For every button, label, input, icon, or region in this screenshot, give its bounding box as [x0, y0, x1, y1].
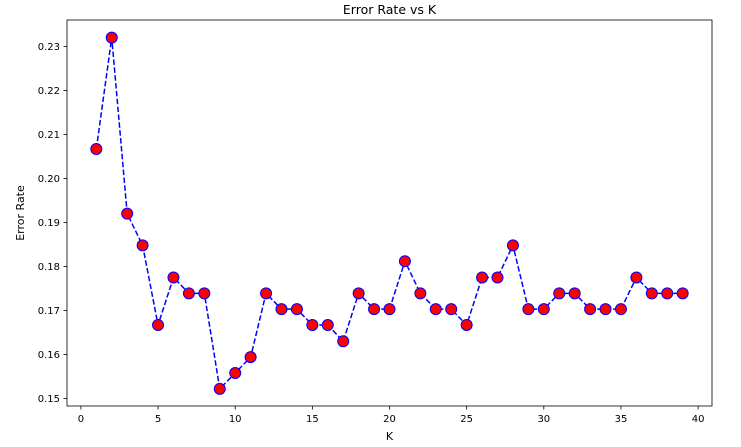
x-tick-label: 5 [155, 414, 161, 425]
data-point-k-22 [414, 287, 427, 300]
data-point-k-29 [522, 303, 535, 316]
data-point-k-35 [614, 303, 627, 316]
data-point-k-18 [352, 287, 365, 300]
x-axis-label: K [386, 430, 394, 443]
x-tick-label: 40 [692, 414, 705, 425]
data-point-k-8 [198, 287, 211, 300]
y-tick-label: 0.22 [38, 86, 60, 97]
plot-area [90, 31, 689, 395]
data-point-k-11 [244, 351, 257, 364]
data-point-k-1 [90, 142, 103, 155]
data-point-k-21 [398, 255, 411, 268]
data-point-k-10 [229, 366, 242, 379]
data-point-k-14 [290, 303, 303, 316]
data-point-k-32 [568, 287, 581, 300]
x-tick-label: 10 [229, 414, 242, 425]
y-tick-label: 0.21 [38, 130, 60, 141]
data-point-k-6 [167, 271, 180, 284]
y-axis: 0.15 0.16 0.17 0.18 0.19 0.20 0.21 0.22 0.23 [38, 42, 67, 405]
data-point-k-3 [121, 207, 134, 220]
y-tick-label: 0.16 [38, 350, 60, 361]
y-tick-label: 0.20 [38, 174, 60, 185]
y-tick-label: 0.19 [38, 218, 60, 229]
x-tick-label: 30 [537, 414, 550, 425]
chart-title: Error Rate vs K [343, 2, 437, 17]
data-point-k-16 [321, 319, 334, 332]
y-tick-label: 0.23 [38, 42, 60, 53]
data-point-k-30 [537, 303, 550, 316]
data-point-k-28 [506, 239, 519, 252]
data-point-k-34 [599, 303, 612, 316]
data-point-k-25 [460, 319, 473, 332]
data-point-k-15 [306, 319, 319, 332]
data-point-k-39 [676, 287, 689, 300]
data-point-k-27 [491, 271, 504, 284]
data-point-k-37 [645, 287, 658, 300]
x-tick-label: 15 [306, 414, 319, 425]
x-tick-label: 25 [460, 414, 473, 425]
data-point-k-36 [630, 271, 643, 284]
data-point-k-2 [105, 31, 118, 44]
data-point-k-24 [445, 303, 458, 316]
data-point-k-4 [136, 239, 149, 252]
data-point-k-38 [661, 287, 674, 300]
data-point-k-19 [368, 303, 381, 316]
x-tick-label: 20 [383, 414, 396, 425]
data-point-k-9 [213, 382, 226, 395]
data-point-k-12 [260, 287, 273, 300]
y-tick-label: 0.17 [38, 306, 60, 317]
data-point-k-20 [383, 303, 396, 316]
data-point-k-26 [476, 271, 489, 284]
data-point-k-33 [584, 303, 597, 316]
y-tick-label: 0.18 [38, 262, 60, 273]
data-point-k-13 [275, 303, 288, 316]
x-tick-label: 35 [615, 414, 628, 425]
data-point-k-5 [152, 319, 165, 332]
y-tick-label: 0.15 [38, 394, 60, 405]
x-axis: 0 5 10 15 20 25 30 35 40 [78, 406, 705, 425]
y-axis-label: Error Rate [14, 185, 27, 241]
data-point-k-31 [553, 287, 566, 300]
data-point-k-7 [182, 287, 195, 300]
data-point-k-23 [429, 303, 442, 316]
x-tick-label: 0 [78, 414, 84, 425]
data-point-k-17 [337, 335, 350, 348]
